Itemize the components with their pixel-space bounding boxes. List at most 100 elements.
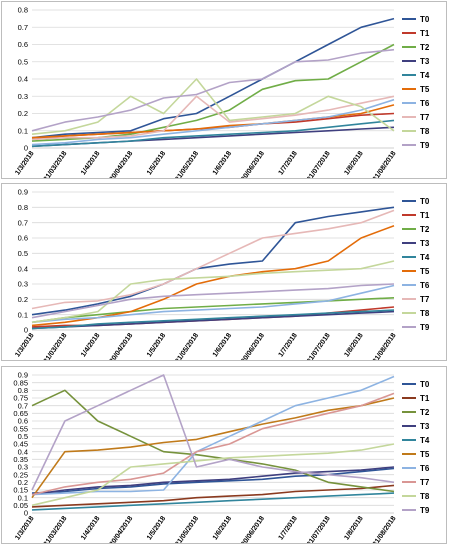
legend-label: T2: [420, 43, 430, 52]
y-tick-label: 0.6: [18, 234, 28, 243]
legend-item-t0: T0: [402, 15, 430, 24]
x-tick-label: 31/08/2018: [372, 150, 398, 178]
x-tick-label: 1/7/2018: [278, 332, 299, 358]
series-group: [31, 17, 395, 148]
legend-item-t0: T0: [402, 380, 430, 389]
legend-item-t6: T6: [402, 99, 430, 108]
series-line-t5: [31, 397, 395, 499]
y-tick-label: 0.05: [13, 501, 28, 510]
series-line-t7: [31, 95, 395, 141]
legend-label: T3: [420, 57, 430, 66]
series-line-t8: [31, 443, 395, 507]
series-line-t2: [31, 297, 395, 324]
y-axis: 0 0.1 0.2 0.3 0.4 0.5 0.6 0.7 0.8 0.9: [18, 188, 28, 335]
legend-label: T4: [420, 71, 430, 80]
legend-label: T5: [420, 450, 430, 459]
y-tick-label: 0.15: [13, 486, 28, 495]
x-tick-label: 31/08/2018: [372, 515, 398, 543]
legend-label: T3: [420, 422, 430, 431]
x-tick-label: 1/8/2018: [343, 332, 364, 358]
y-tick-label: 0.7: [18, 218, 28, 227]
y-tick-label: 0.5: [18, 249, 28, 258]
y-tick-label: 0.65: [13, 409, 28, 418]
legend-item-t5: T5: [402, 85, 430, 94]
legend-label: T1: [420, 29, 430, 38]
legend-label: T7: [420, 478, 430, 487]
y-tick-label: 0.6: [18, 40, 28, 49]
x-tick-label: 1/3/2018: [14, 515, 35, 541]
series-line-t6: [31, 98, 395, 146]
legend-label: T8: [420, 492, 430, 501]
x-tick-label: 31/05/2018: [174, 515, 200, 543]
x-tick-label: 1/3/2018: [14, 150, 35, 176]
x-tick-label: 1/5/2018: [146, 150, 167, 176]
y-tick-label: 0.8: [18, 386, 28, 395]
legend-item-t1: T1: [402, 394, 430, 403]
x-tick-label: 1/7/2018: [278, 515, 299, 541]
legend-item-t8: T8: [402, 127, 430, 136]
series-line-t2: [31, 389, 395, 493]
series-line-t4: [31, 492, 395, 511]
y-tick-label: 0: [24, 326, 28, 335]
x-tick-label: 31/05/2018: [174, 150, 200, 178]
y-tick-label: 0.9: [18, 188, 28, 197]
x-tick-label: 1/8/2018: [343, 515, 364, 541]
legend-label: T2: [420, 225, 430, 234]
legend-item-t2: T2: [402, 408, 430, 417]
y-tick-label: 0.1: [18, 310, 28, 319]
y-tick-label: 0.75: [13, 394, 28, 403]
y-tick-label: 0.2: [18, 478, 28, 487]
y-tick-label: 0.1: [18, 493, 28, 502]
legend-label: T4: [420, 253, 430, 262]
y-tick-label: 0.3: [18, 280, 28, 289]
legend-label: T0: [420, 197, 430, 206]
x-tick-label: 1/4/2018: [80, 332, 101, 358]
y-tick-label: 0.2: [18, 295, 28, 304]
series-line-t8: [31, 260, 395, 324]
y-axis: 00.050.10.150.20.250.30.350.40.450.50.55…: [13, 371, 28, 518]
line-chart-3: 00.050.10.150.20.250.30.350.40.450.50.55…: [13, 371, 430, 543]
x-tick-label: 1/3/2018: [14, 332, 35, 358]
series-line-t4: [31, 309, 395, 330]
legend: T0 T1 T2 T3 T4 T5 T6 T7 T8 T9: [402, 15, 430, 150]
legend-item-t7: T7: [402, 478, 430, 487]
legend-item-t8: T8: [402, 492, 430, 501]
line-chart-2: 0 0.1 0.2 0.3 0.4 0.5 0.6 0.7 0.8 0.9 1/3/2018 31/0…: [14, 188, 430, 360]
y-tick-label: 0.6: [18, 417, 28, 426]
legend-label: T3: [420, 239, 430, 248]
y-tick-label: 0.8: [18, 6, 28, 15]
legend-label: T6: [420, 281, 430, 290]
legend-item-t7: T7: [402, 295, 430, 304]
series-line-t0: [31, 467, 395, 494]
x-axis: 1/3/2018 31/03/2018 1/4/2018 30/04/2018 1/5/…: [14, 515, 397, 543]
series-group: [31, 374, 395, 511]
y-tick-label: 0.7: [18, 23, 28, 32]
x-tick-label: 31/05/2018: [174, 332, 200, 360]
legend-item-t1: T1: [402, 29, 430, 38]
legend-label: T6: [420, 99, 430, 108]
x-tick-label: 1/8/2018: [343, 150, 364, 176]
x-tick-label: 1/5/2018: [146, 332, 167, 358]
legend-item-t8: T8: [402, 309, 430, 318]
series-line-t3: [31, 466, 395, 496]
x-tick-label: 1/5/2018: [146, 515, 167, 541]
series-line-t0: [31, 17, 395, 139]
legend-label: T0: [420, 380, 430, 389]
legend-label: T6: [420, 464, 430, 473]
y-tick-label: 0: [24, 509, 28, 518]
legend-label: T8: [420, 309, 430, 318]
y-tick-label: 0.45: [13, 440, 28, 449]
legend-item-t4: T4: [402, 253, 430, 262]
legend-label: T1: [420, 394, 430, 403]
x-tick-label: 31/03/2018: [43, 515, 69, 543]
y-tick-label: 0.85: [13, 378, 28, 387]
x-axis: 1/3/2018 31/03/2018 1/4/2018 30/04/2018 1/5/…: [14, 150, 397, 178]
x-tick-label: 31/07/2018: [306, 150, 332, 178]
y-tick-label: 0.5: [18, 432, 28, 441]
legend-item-t2: T2: [402, 43, 430, 52]
series-line-t3: [31, 310, 395, 330]
y-tick-label: 0.35: [13, 455, 28, 464]
series-line-t9: [31, 374, 395, 491]
series-line-t4: [31, 119, 395, 148]
x-tick-label: 30/06/2018: [240, 515, 266, 543]
